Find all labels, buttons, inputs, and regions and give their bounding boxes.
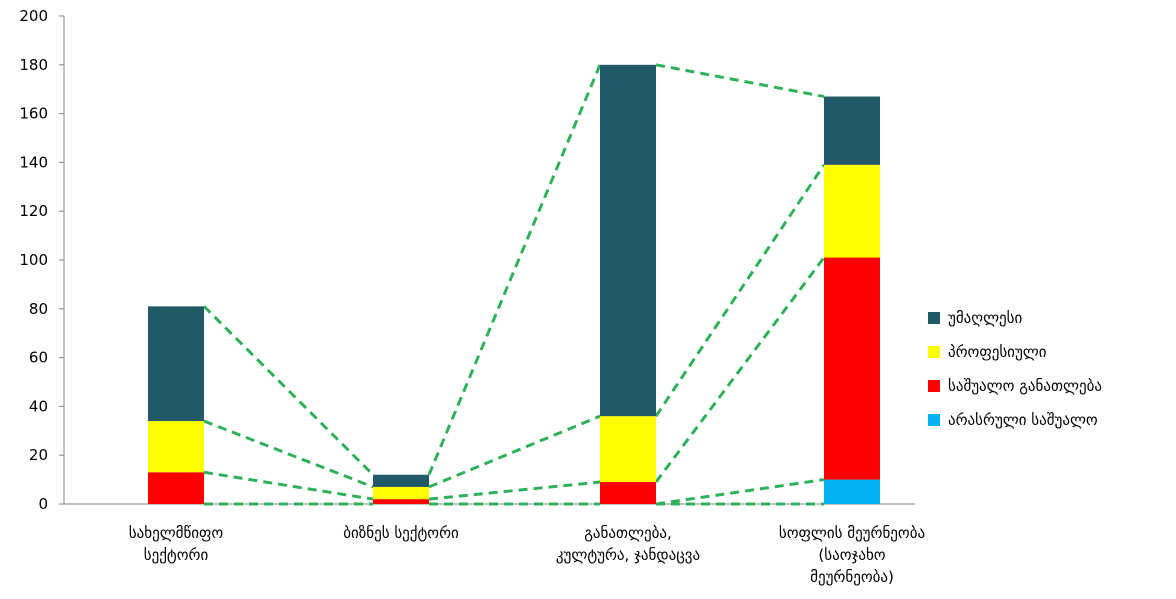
category-label: სოფლის მეურნეობა (საოჯახო მეურნეობა) [779, 524, 925, 586]
connector-line [202, 305, 375, 476]
bars [148, 64, 880, 504]
connector-line [654, 256, 826, 483]
legend-label: უმაღლესი [948, 309, 1023, 327]
bar-segment [824, 96, 880, 165]
y-tick-label: 80 [29, 300, 48, 318]
bar-segment [600, 64, 656, 417]
category-labels: სახელმწიფო სექტორი ბიზნეს სექტორი განათლება… [129, 524, 925, 586]
bar-segment [824, 479, 880, 504]
connector-line [655, 63, 825, 98]
category-label-line: მეურნეობა) [810, 568, 894, 586]
connector-line [655, 478, 825, 506]
bar-segment [600, 482, 656, 504]
category-label-line: ბიზნეს სექტორი [343, 524, 459, 542]
axes: 0 20 40 60 80 100 120 140 160 180 200 [19, 7, 915, 513]
category-label-line: განათლება, [584, 524, 672, 542]
y-tick-label: 200 [19, 7, 48, 25]
legend-swatch [928, 380, 940, 392]
category-label-line: სოფლის მეურნეობა [779, 524, 925, 542]
connector-line [654, 164, 826, 417]
y-tick-label: 60 [29, 349, 48, 367]
legend-swatch [928, 414, 940, 426]
connector-line [428, 414, 601, 489]
legend-swatch [928, 312, 940, 324]
category-label-line: სექტორი [144, 546, 209, 564]
category-label-line: (საოჯახო [818, 546, 885, 564]
bar-segment [148, 472, 204, 504]
category-label: სახელმწიფო სექტორი [129, 524, 224, 564]
category-label-line: კულტურა, ჯანდაცვა [556, 546, 700, 564]
category-label: განათლება, კულტურა, ჯანდაცვა [556, 524, 700, 564]
y-tick-label: 20 [29, 446, 48, 464]
legend-label: საშუალო განათლება [948, 377, 1102, 395]
legend-label: არასრული საშუალო [948, 411, 1098, 429]
y-tick-label: 120 [19, 202, 48, 220]
legend: უმაღლესი პროფესიული საშუალო განათლება არასრ… [928, 309, 1102, 429]
connector-line [203, 419, 374, 489]
y-tick-label: 100 [19, 251, 48, 269]
legend-swatch [928, 346, 940, 358]
connector-line [203, 470, 374, 501]
bar-segment [148, 306, 204, 422]
bar-segment [373, 499, 429, 504]
bar-segment [148, 421, 204, 473]
connector-lines [202, 63, 826, 506]
bar-segment [600, 416, 656, 483]
y-tick-label: 140 [19, 153, 48, 171]
bar-segment [373, 474, 429, 487]
bar-segment [824, 164, 880, 258]
y-tick-label: 0 [38, 495, 48, 513]
category-label-line: სახელმწიფო [129, 524, 224, 542]
y-tick-label: 180 [19, 56, 48, 74]
bar-segment [824, 257, 880, 480]
bar-segment [373, 486, 429, 500]
y-tick-label: 40 [29, 397, 48, 415]
y-tick-label: 160 [19, 105, 48, 123]
connector-line [428, 480, 601, 501]
category-label: ბიზნეს სექტორი [343, 524, 459, 542]
legend-label: პროფესიული [948, 343, 1047, 361]
connector-line [427, 64, 602, 476]
